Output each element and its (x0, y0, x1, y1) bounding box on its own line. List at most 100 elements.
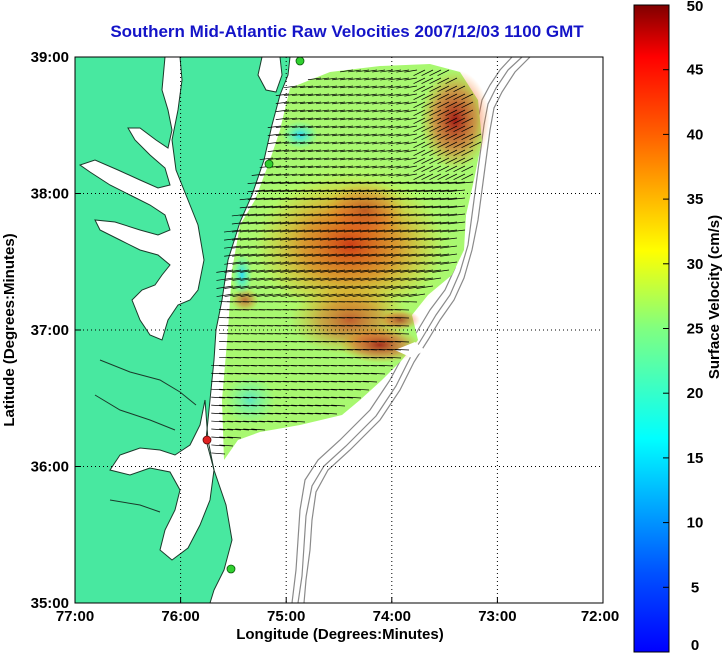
velocity-arrow (347, 349, 362, 351)
velocity-arrow (243, 412, 258, 415)
velocity-arrow (429, 101, 442, 109)
velocity-arrow (348, 77, 362, 81)
velocity-arrow (421, 69, 434, 77)
velocity-arrow (372, 133, 386, 137)
velocity-arrow (312, 285, 330, 289)
velocity-arrow (264, 269, 282, 273)
velocity-arrow (372, 101, 386, 105)
velocity-arrow (344, 245, 362, 249)
velocity-arrow (413, 141, 426, 149)
velocity-arrow (424, 269, 442, 273)
velocity-arrow (211, 428, 226, 431)
velocity-arrow (416, 253, 434, 257)
station-delmarva-marker[interactable] (264, 159, 274, 169)
velocity-arrow (407, 181, 426, 184)
velocity-arrow (392, 245, 410, 249)
velocity-arrow (259, 388, 274, 391)
velocity-arrow (344, 237, 362, 241)
station-outer-banks-marker[interactable] (226, 564, 236, 574)
velocity-arrow (348, 165, 362, 169)
velocity-arrow (280, 261, 298, 265)
velocity-arrow (256, 277, 274, 281)
velocity-arrow (311, 213, 330, 217)
velocity-arrow (295, 189, 314, 193)
velocity-arrow (307, 356, 322, 359)
velocity-arrow (376, 269, 394, 273)
station-north-marker[interactable] (295, 56, 305, 66)
velocity-arrow (447, 189, 466, 193)
velocity-arrow (447, 181, 466, 184)
velocity-arrow (271, 181, 290, 184)
velocity-arrow (379, 349, 394, 351)
velocity-arrow (304, 277, 322, 281)
velocity-arrow (336, 261, 354, 265)
velocity-arrow (267, 149, 282, 152)
velocity-arrow (280, 253, 298, 257)
velocity-arrow (392, 261, 410, 265)
velocity-arrow (275, 109, 290, 112)
velocity-arrow (340, 77, 354, 81)
velocity-arrow (235, 404, 250, 407)
velocity-arrow (461, 173, 474, 181)
velocity-arrow (307, 372, 322, 375)
velocity-arrow (356, 165, 370, 169)
velocity-arrow (396, 125, 410, 129)
velocity-arrow (380, 69, 394, 73)
velocity-arrow (431, 213, 450, 217)
velocity-arrow (328, 253, 346, 257)
velocity-arrow (380, 77, 394, 81)
velocity-arrow (429, 149, 442, 157)
velocity-arrow (437, 93, 450, 101)
velocity-arrow (299, 372, 314, 375)
velocity-arrow (248, 261, 266, 265)
velocity-arrow (283, 141, 298, 145)
velocity-arrow (347, 372, 362, 375)
velocity-arrow (251, 404, 266, 407)
velocity-arrow (295, 213, 314, 217)
velocity-arrow (272, 261, 290, 265)
velocity-arrow (216, 293, 234, 297)
velocity-arrow (437, 77, 450, 85)
velocity-arrow (263, 189, 282, 193)
velocity-arrow (291, 125, 306, 129)
map-title: Southern Mid-Atlantic Raw Velocities 200… (110, 22, 584, 41)
velocity-arrow (437, 141, 450, 149)
velocity-arrow (335, 189, 354, 193)
velocity-arrow (392, 277, 410, 281)
velocity-arrow (283, 149, 298, 153)
velocity-arrow (461, 165, 474, 173)
x-tick-label: 72:00 (581, 608, 619, 625)
velocity-arrow (248, 285, 266, 289)
velocity-arrow (227, 412, 242, 415)
velocity-arrow (388, 117, 402, 121)
velocity-arrow (340, 101, 354, 105)
velocity-arrow (359, 229, 378, 233)
velocity-arrow (323, 165, 338, 169)
velocity-arrow (315, 404, 330, 407)
velocity-arrow (348, 149, 362, 153)
velocity-arrow (396, 93, 410, 97)
velocity-arrow (375, 197, 394, 201)
velocity-arrow (415, 205, 434, 209)
station-virginia-beach-marker[interactable] (202, 435, 212, 445)
velocity-arrow (283, 157, 298, 161)
velocity-arrow (224, 269, 242, 273)
velocity-arrow (299, 149, 314, 153)
velocity-arrow (248, 277, 266, 281)
velocity-arrow (413, 77, 426, 85)
velocity-arrow (267, 396, 282, 399)
velocity-arrow (445, 77, 458, 85)
velocity-arrow (219, 388, 234, 391)
velocity-arrow (437, 173, 450, 181)
velocity-arrow (304, 269, 322, 273)
velocity-arrow (384, 245, 402, 249)
velocity-arrow (312, 293, 330, 297)
velocity-arrow (280, 293, 298, 297)
velocity-arrow (291, 101, 306, 105)
velocity-arrow (307, 157, 322, 161)
velocity-arrow (344, 269, 362, 273)
velocity-arrow (315, 93, 330, 97)
velocity-arrow (263, 229, 282, 233)
velocity-arrow (248, 245, 266, 249)
velocity-arrow (307, 101, 322, 105)
